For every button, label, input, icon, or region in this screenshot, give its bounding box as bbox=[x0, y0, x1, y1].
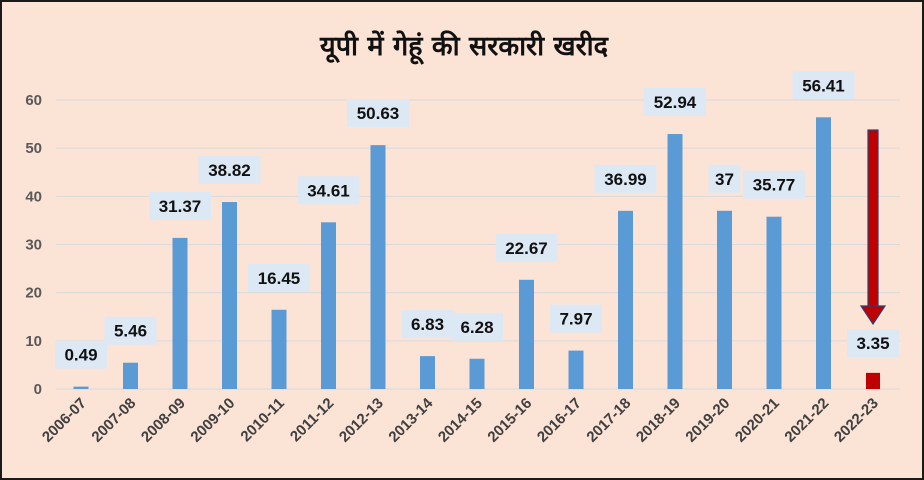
bar-2006-07 bbox=[73, 386, 89, 389]
bar-2017-18 bbox=[618, 210, 633, 389]
data-label-box bbox=[104, 316, 157, 345]
data-label: 36.99 bbox=[604, 170, 647, 189]
x-tick-label: 2022-23 bbox=[831, 395, 882, 446]
y-tick-label: 20 bbox=[25, 285, 42, 302]
x-tick-label: 2021-22 bbox=[781, 395, 832, 446]
data-labels: 0.49 5.46 31.37 38.82 16.45 34.61 50.63 6.83 6.2… bbox=[55, 71, 899, 369]
data-label: 22.67 bbox=[505, 239, 548, 258]
y-axis-ticks: 0 10 20 30 40 50 60 bbox=[25, 92, 42, 398]
data-label-box bbox=[847, 329, 899, 357]
data-label-box bbox=[347, 99, 409, 128]
bar-2015-16 bbox=[519, 279, 534, 389]
data-label: 5.46 bbox=[114, 322, 147, 341]
bar-2019-20 bbox=[717, 210, 732, 389]
data-label-box bbox=[401, 310, 454, 339]
bar-2012-13 bbox=[370, 145, 386, 389]
data-label: 50.63 bbox=[357, 104, 400, 123]
data-label: 0.49 bbox=[64, 346, 97, 365]
x-tick-label: 2011-12 bbox=[287, 395, 337, 445]
data-label: 31.37 bbox=[159, 197, 202, 216]
x-tick-label: 2008-09 bbox=[138, 395, 189, 446]
data-label-box bbox=[550, 304, 602, 333]
data-label: 52.94 bbox=[654, 93, 697, 112]
x-tick-label: 2014-15 bbox=[435, 395, 486, 446]
x-tick-label: 2018-19 bbox=[633, 395, 684, 446]
data-label-box bbox=[792, 71, 855, 100]
data-label-box bbox=[743, 170, 805, 199]
data-label: 3.35 bbox=[856, 334, 889, 353]
y-tick-label: 10 bbox=[25, 333, 42, 350]
data-label-box bbox=[149, 191, 211, 220]
bar-2008-09 bbox=[172, 237, 188, 389]
data-label: 16.45 bbox=[258, 269, 301, 288]
data-label: 6.83 bbox=[411, 315, 444, 334]
data-label-box bbox=[55, 340, 107, 369]
data-label: 35.77 bbox=[753, 176, 796, 195]
arrow-head bbox=[859, 305, 887, 326]
bar-2011-12 bbox=[321, 222, 336, 389]
bar-2013-14 bbox=[420, 356, 435, 389]
bar-2014-15 bbox=[469, 358, 485, 389]
x-tick-label: 2012-13 bbox=[336, 395, 387, 446]
bar-2007-08 bbox=[123, 362, 138, 389]
data-label-box bbox=[594, 164, 657, 193]
x-tick-label: 2013-14 bbox=[385, 394, 436, 445]
x-tick-label: 2015-16 bbox=[484, 395, 535, 446]
chart-title: यूपी में गेहूं की सरकारी खरीद bbox=[320, 31, 608, 62]
arrow-shaft bbox=[867, 129, 879, 309]
bar-2016-17 bbox=[568, 350, 584, 389]
bar-2018-19 bbox=[667, 134, 683, 389]
data-label: 37 bbox=[715, 170, 734, 189]
gridlines bbox=[56, 99, 900, 390]
bar-2020-21 bbox=[766, 216, 782, 389]
x-tick-label: 2017-18 bbox=[583, 395, 634, 446]
data-label-box bbox=[708, 164, 741, 193]
x-tick-label: 2010-11 bbox=[237, 395, 287, 445]
bar-2009-10 bbox=[222, 202, 237, 389]
down-arrow-icon bbox=[859, 129, 887, 326]
x-tick-label: 2020-21 bbox=[732, 395, 783, 446]
data-label-box bbox=[248, 263, 310, 292]
x-tick-label: 2009-10 bbox=[187, 395, 238, 446]
data-label-box bbox=[644, 88, 706, 117]
data-label-box bbox=[198, 156, 261, 185]
bar-2021-22 bbox=[816, 117, 831, 389]
x-tick-label: 2016-17 bbox=[534, 395, 585, 446]
y-tick-label: 60 bbox=[25, 92, 42, 109]
data-label: 34.61 bbox=[307, 181, 350, 200]
bar-2022-23 bbox=[866, 372, 880, 389]
data-label: 56.41 bbox=[802, 76, 845, 95]
data-label-box bbox=[495, 233, 558, 262]
x-tick-label: 2019-20 bbox=[682, 395, 733, 446]
y-tick-label: 0 bbox=[34, 381, 42, 398]
bar-2010-11 bbox=[271, 309, 287, 389]
x-tick-label: 2006-07 bbox=[39, 395, 90, 446]
data-label: 7.97 bbox=[559, 310, 592, 329]
data-label: 38.82 bbox=[208, 161, 251, 180]
y-tick-label: 40 bbox=[25, 188, 42, 205]
x-tick-label: 2007-08 bbox=[88, 395, 139, 446]
data-label-box bbox=[297, 176, 360, 205]
data-label: 6.28 bbox=[460, 318, 493, 337]
data-label-box bbox=[451, 312, 503, 341]
y-tick-label: 50 bbox=[25, 140, 42, 157]
y-tick-label: 30 bbox=[25, 237, 42, 254]
bar-series bbox=[73, 117, 880, 389]
